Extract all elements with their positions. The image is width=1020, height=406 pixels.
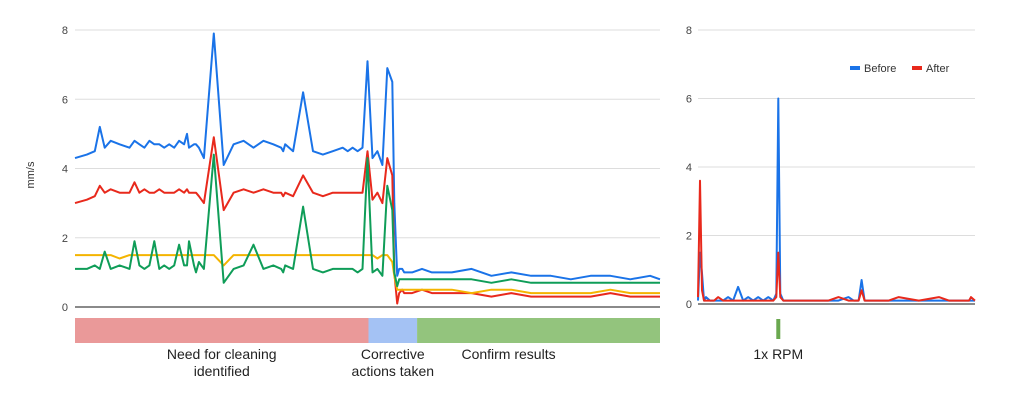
y-tick-label: 8 <box>686 25 692 37</box>
phase-label: Corrective <box>361 346 425 362</box>
rpm-marker-label: 1x RPM <box>753 346 803 362</box>
y-tick-label: 4 <box>62 164 68 176</box>
phase-segment <box>75 318 369 343</box>
y-tick-label: 8 <box>62 25 68 37</box>
y-tick-label: 0 <box>686 299 692 311</box>
right-chart-gridlines <box>698 29 975 305</box>
left-chart-series-lines <box>74 32 661 305</box>
y-tick-label: 2 <box>62 233 68 245</box>
right-chart-legend: Before After <box>850 63 950 75</box>
rpm-marker: 1x RPM <box>753 319 803 362</box>
y-tick-label: 6 <box>686 94 692 106</box>
legend-label: Before <box>864 63 896 75</box>
phase-label: Need for cleaning <box>167 346 277 362</box>
y-tick-label: 6 <box>62 94 68 106</box>
phase-segment <box>368 318 418 343</box>
series-line-2 <box>74 136 660 305</box>
series-line-after <box>697 179 976 302</box>
rpm-marker-bar <box>776 319 781 339</box>
series-line-before <box>697 97 975 302</box>
phase-label: identified <box>194 363 250 379</box>
right-spectrum-chart: 0 2 4 6 8 Before After 1x RPM <box>686 25 976 362</box>
legend-label: After <box>926 63 950 75</box>
legend-swatch <box>850 66 860 70</box>
right-chart-series-lines <box>697 97 976 302</box>
y-tick-label: 4 <box>686 162 692 174</box>
y-tick-label: 0 <box>62 302 68 314</box>
left-chart-y-ticks: 0 2 4 6 8 <box>62 25 68 314</box>
legend-swatch <box>912 66 922 70</box>
phase-label: Confirm results <box>461 346 555 362</box>
series-line-4 <box>75 153 660 288</box>
series-line-3 <box>75 254 660 295</box>
left-chart-y-axis-label: mm/s <box>25 161 37 188</box>
series-line-1 <box>74 32 661 281</box>
y-tick-label: 2 <box>686 231 692 243</box>
right-chart-y-ticks: 0 2 4 6 8 <box>686 25 692 311</box>
phase-segment <box>417 318 660 343</box>
phase-label: actions taken <box>352 363 435 379</box>
